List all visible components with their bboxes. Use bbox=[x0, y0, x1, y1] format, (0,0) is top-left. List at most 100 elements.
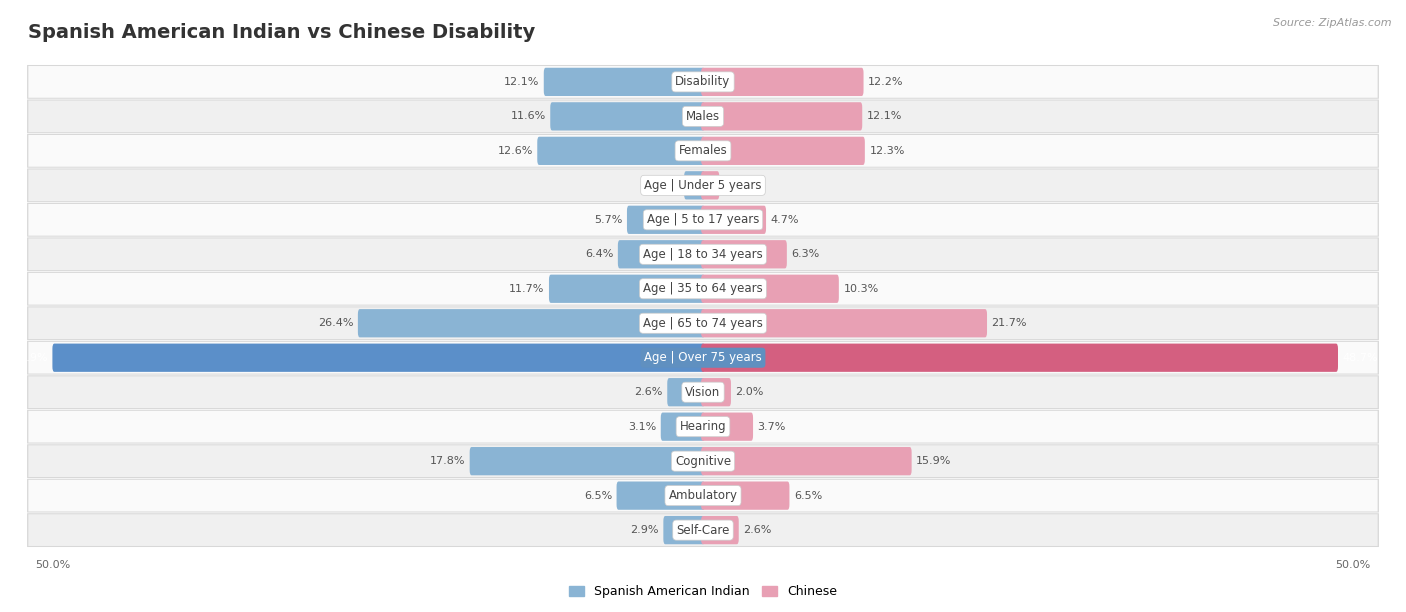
FancyBboxPatch shape bbox=[537, 136, 704, 165]
Text: Age | 18 to 34 years: Age | 18 to 34 years bbox=[643, 248, 763, 261]
Text: 26.4%: 26.4% bbox=[318, 318, 353, 328]
FancyBboxPatch shape bbox=[702, 378, 731, 406]
FancyBboxPatch shape bbox=[27, 237, 1379, 271]
FancyBboxPatch shape bbox=[702, 171, 720, 200]
FancyBboxPatch shape bbox=[28, 514, 1378, 546]
FancyBboxPatch shape bbox=[617, 482, 704, 510]
FancyBboxPatch shape bbox=[28, 170, 1378, 201]
Text: Cognitive: Cognitive bbox=[675, 455, 731, 468]
Text: 6.5%: 6.5% bbox=[583, 491, 612, 501]
Text: 15.9%: 15.9% bbox=[917, 456, 952, 466]
Text: 11.6%: 11.6% bbox=[510, 111, 546, 121]
Text: 17.8%: 17.8% bbox=[430, 456, 465, 466]
FancyBboxPatch shape bbox=[27, 307, 1379, 340]
Text: Hearing: Hearing bbox=[679, 420, 727, 433]
FancyBboxPatch shape bbox=[661, 412, 704, 441]
Text: Vision: Vision bbox=[685, 386, 721, 398]
Text: Self-Care: Self-Care bbox=[676, 524, 730, 537]
FancyBboxPatch shape bbox=[27, 410, 1379, 444]
Text: 12.2%: 12.2% bbox=[868, 77, 904, 87]
Text: 48.7%: 48.7% bbox=[1343, 353, 1378, 363]
Text: 12.1%: 12.1% bbox=[866, 111, 903, 121]
Text: 2.9%: 2.9% bbox=[630, 525, 659, 535]
Legend: Spanish American Indian, Chinese: Spanish American Indian, Chinese bbox=[564, 580, 842, 603]
Text: 2.6%: 2.6% bbox=[634, 387, 662, 397]
FancyBboxPatch shape bbox=[617, 240, 704, 269]
FancyBboxPatch shape bbox=[702, 343, 1339, 372]
Text: Age | 65 to 74 years: Age | 65 to 74 years bbox=[643, 317, 763, 330]
FancyBboxPatch shape bbox=[664, 516, 704, 544]
FancyBboxPatch shape bbox=[685, 171, 704, 200]
FancyBboxPatch shape bbox=[702, 309, 987, 337]
FancyBboxPatch shape bbox=[28, 446, 1378, 477]
FancyBboxPatch shape bbox=[668, 378, 704, 406]
FancyBboxPatch shape bbox=[27, 513, 1379, 547]
Text: 10.3%: 10.3% bbox=[844, 284, 879, 294]
Text: Spanish American Indian vs Chinese Disability: Spanish American Indian vs Chinese Disab… bbox=[28, 23, 536, 42]
FancyBboxPatch shape bbox=[702, 412, 754, 441]
Text: Males: Males bbox=[686, 110, 720, 123]
FancyBboxPatch shape bbox=[52, 343, 704, 372]
Text: 12.1%: 12.1% bbox=[503, 77, 540, 87]
FancyBboxPatch shape bbox=[470, 447, 704, 476]
Text: 2.0%: 2.0% bbox=[735, 387, 763, 397]
FancyBboxPatch shape bbox=[27, 341, 1379, 375]
FancyBboxPatch shape bbox=[627, 206, 704, 234]
FancyBboxPatch shape bbox=[702, 482, 789, 510]
FancyBboxPatch shape bbox=[28, 239, 1378, 270]
Text: Disability: Disability bbox=[675, 75, 731, 88]
Text: 1.3%: 1.3% bbox=[651, 181, 679, 190]
FancyBboxPatch shape bbox=[28, 411, 1378, 442]
FancyBboxPatch shape bbox=[27, 168, 1379, 202]
FancyBboxPatch shape bbox=[702, 206, 766, 234]
Text: 3.1%: 3.1% bbox=[628, 422, 657, 431]
Text: Ambulatory: Ambulatory bbox=[668, 489, 738, 502]
Text: 6.4%: 6.4% bbox=[585, 249, 613, 259]
FancyBboxPatch shape bbox=[548, 275, 704, 303]
FancyBboxPatch shape bbox=[28, 66, 1378, 98]
FancyBboxPatch shape bbox=[28, 100, 1378, 132]
FancyBboxPatch shape bbox=[27, 100, 1379, 133]
FancyBboxPatch shape bbox=[27, 272, 1379, 305]
FancyBboxPatch shape bbox=[702, 516, 738, 544]
FancyBboxPatch shape bbox=[28, 376, 1378, 408]
FancyBboxPatch shape bbox=[702, 102, 862, 130]
FancyBboxPatch shape bbox=[28, 480, 1378, 512]
Text: 12.3%: 12.3% bbox=[869, 146, 904, 156]
FancyBboxPatch shape bbox=[702, 275, 839, 303]
FancyBboxPatch shape bbox=[702, 240, 787, 269]
FancyBboxPatch shape bbox=[27, 65, 1379, 99]
Text: 6.3%: 6.3% bbox=[792, 249, 820, 259]
Text: 49.9%: 49.9% bbox=[13, 353, 48, 363]
Text: Age | Over 75 years: Age | Over 75 years bbox=[644, 351, 762, 364]
Text: 6.5%: 6.5% bbox=[794, 491, 823, 501]
FancyBboxPatch shape bbox=[702, 68, 863, 96]
Text: 4.7%: 4.7% bbox=[770, 215, 799, 225]
Text: Females: Females bbox=[679, 144, 727, 157]
Text: 3.7%: 3.7% bbox=[758, 422, 786, 431]
Text: 21.7%: 21.7% bbox=[991, 318, 1026, 328]
FancyBboxPatch shape bbox=[28, 273, 1378, 305]
FancyBboxPatch shape bbox=[544, 68, 704, 96]
FancyBboxPatch shape bbox=[28, 135, 1378, 166]
Text: Age | 35 to 64 years: Age | 35 to 64 years bbox=[643, 282, 763, 295]
FancyBboxPatch shape bbox=[27, 134, 1379, 168]
Text: 11.7%: 11.7% bbox=[509, 284, 544, 294]
Text: 5.7%: 5.7% bbox=[593, 215, 623, 225]
FancyBboxPatch shape bbox=[27, 375, 1379, 409]
Text: 2.6%: 2.6% bbox=[744, 525, 772, 535]
FancyBboxPatch shape bbox=[702, 136, 865, 165]
FancyBboxPatch shape bbox=[702, 447, 911, 476]
Text: Source: ZipAtlas.com: Source: ZipAtlas.com bbox=[1274, 18, 1392, 28]
FancyBboxPatch shape bbox=[359, 309, 704, 337]
FancyBboxPatch shape bbox=[28, 307, 1378, 339]
FancyBboxPatch shape bbox=[28, 342, 1378, 373]
FancyBboxPatch shape bbox=[27, 203, 1379, 237]
Text: Age | Under 5 years: Age | Under 5 years bbox=[644, 179, 762, 192]
Text: Age | 5 to 17 years: Age | 5 to 17 years bbox=[647, 214, 759, 226]
Text: 12.6%: 12.6% bbox=[498, 146, 533, 156]
FancyBboxPatch shape bbox=[27, 479, 1379, 512]
FancyBboxPatch shape bbox=[28, 204, 1378, 236]
Text: 1.1%: 1.1% bbox=[724, 181, 752, 190]
FancyBboxPatch shape bbox=[550, 102, 704, 130]
